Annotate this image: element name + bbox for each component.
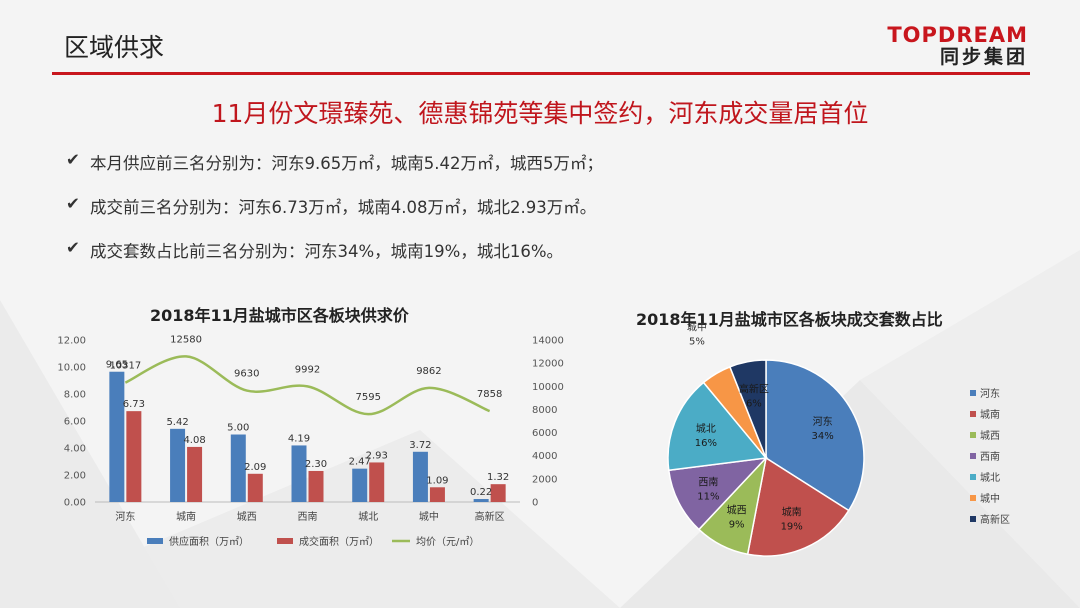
supply-data-label: 3.72	[409, 440, 431, 451]
deal-data-label: 1.09	[426, 475, 448, 486]
bullet-text: 成交套数占比前三名分别为：河东34%，城南19%，城北16%。	[90, 242, 564, 261]
deal-bar	[369, 462, 385, 502]
deal-bar	[308, 470, 324, 502]
supply-bar	[473, 499, 489, 502]
y-axis-tick-label: 6.00	[64, 417, 86, 428]
header-divider	[52, 72, 1030, 75]
price-data-label: 10317	[109, 361, 141, 372]
deal-data-label: 6.73	[123, 399, 145, 410]
supply-bar	[109, 371, 125, 502]
check-icon: ✔	[66, 194, 80, 213]
deal-bar	[490, 484, 506, 502]
bullet-list: ✔ 本月供应前三名分别为：河东9.65万㎡，城南5.42万㎡，城西5万㎡； ✔ 成交…	[66, 150, 603, 282]
bullet-item: ✔ 本月供应前三名分别为：河东9.65万㎡，城南5.42万㎡，城西5万㎡；	[66, 150, 603, 194]
y2-axis-tick-label: 8000	[532, 405, 557, 416]
deal-bar	[187, 446, 203, 502]
supply-data-label: 5.42	[166, 417, 188, 428]
check-icon: ✔	[66, 150, 80, 169]
pie-chart-title: 2018年11月盐城市区各板块成交套数占比	[636, 310, 943, 329]
x-axis-tick-label: 西南	[298, 510, 318, 523]
supply-bar	[412, 451, 428, 502]
y2-axis-tick-label: 10000	[532, 382, 564, 393]
bar-chart-title: 2018年11月盐城市区各板块供求价	[150, 306, 409, 325]
y-axis-tick-label: 0.00	[64, 498, 86, 509]
headline: 11月份文璟臻苑、德惠锦苑等集中签约，河东成交量居首位	[211, 99, 869, 128]
supply-bar	[230, 434, 246, 502]
bullet-text: 本月供应前三名分别为：河东9.65万㎡，城南5.42万㎡，城西5万㎡；	[90, 154, 603, 173]
price-data-label: 7858	[477, 389, 502, 400]
y-axis-tick-label: 10.00	[57, 363, 86, 374]
y2-axis-tick-label: 12000	[532, 359, 564, 370]
y-axis-tick-label: 2.00	[64, 471, 86, 482]
price-line	[124, 355, 491, 416]
supply-bar	[291, 445, 307, 502]
logo-text-en: TOPDREAM	[887, 23, 1028, 47]
bullet-item: ✔ 成交前三名分别为：河东6.73万㎡，城南4.08万㎡，城北2.93万㎡。	[66, 194, 603, 238]
legend-label-price: 均价（元/㎡）	[416, 536, 479, 548]
logo-text-cn: 同步集团	[939, 46, 1028, 68]
price-data-label: 12580	[170, 334, 202, 345]
x-axis-tick-label: 城西	[237, 511, 257, 523]
company-logo: TOPDREAM 同步集团	[887, 24, 1028, 68]
x-axis-tick-label: 城北	[358, 511, 378, 523]
y-axis-tick-label: 8.00	[64, 390, 86, 401]
y2-axis-tick-label: 6000	[532, 428, 557, 439]
legend-swatch-supply	[147, 538, 163, 544]
y-axis-tick-label: 4.00	[64, 444, 86, 455]
bullet-text: 成交前三名分别为：河东6.73万㎡，城南4.08万㎡，城北2.93万㎡。	[90, 198, 597, 217]
deal-data-label: 4.08	[183, 435, 205, 446]
price-data-label: 7595	[355, 392, 380, 403]
supply-data-label: 5.00	[227, 423, 249, 434]
y2-axis-tick-label: 0	[532, 498, 538, 509]
x-axis-tick-label: 河东	[115, 510, 135, 523]
deal-bar	[429, 487, 445, 502]
deal-data-label: 2.93	[366, 450, 388, 461]
deal-data-label: 1.32	[487, 472, 509, 483]
supply-bar	[352, 468, 368, 502]
price-data-label: 9992	[295, 364, 320, 375]
deal-bar	[247, 473, 263, 502]
y2-axis-tick-label: 14000	[532, 336, 564, 347]
x-axis-tick-label: 高新区	[475, 510, 505, 523]
y2-axis-tick-label: 2000	[532, 474, 557, 485]
legend-label-deal: 成交面积（万㎡）	[299, 535, 379, 548]
y-axis-tick-label: 12.00	[57, 336, 86, 347]
deal-data-label: 2.09	[244, 462, 266, 473]
check-icon: ✔	[66, 238, 80, 257]
page-title: 区域供求	[64, 33, 165, 62]
x-axis-tick-label: 城中	[419, 510, 439, 523]
deal-bar	[126, 411, 142, 502]
x-axis-tick-label: 城南	[176, 510, 196, 523]
legend-swatch-deal	[277, 538, 293, 544]
supply-data-label: 4.19	[288, 433, 310, 444]
supply-bar	[170, 428, 186, 502]
price-data-label: 9630	[234, 369, 259, 380]
bullet-item: ✔ 成交套数占比前三名分别为：河东34%，城南19%，城北16%。	[66, 238, 603, 282]
price-data-label: 9862	[416, 366, 441, 377]
deal-data-label: 2.30	[305, 459, 327, 470]
y2-axis-tick-label: 4000	[532, 451, 557, 462]
supply-data-label: 9.65	[106, 360, 128, 371]
supply-data-label: 0.22	[470, 487, 492, 498]
legend-label-supply: 供应面积（万㎡）	[169, 535, 249, 548]
supply-data-label: 2.47	[349, 457, 371, 468]
